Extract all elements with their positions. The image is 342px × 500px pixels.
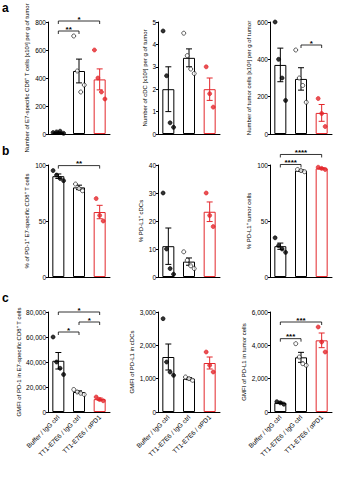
svg-text:400: 400 xyxy=(257,56,268,63)
svg-text:200: 200 xyxy=(35,103,46,110)
svg-text:*: * xyxy=(88,316,92,325)
svg-text:4,000: 4,000 xyxy=(252,342,269,349)
svg-text:****: **** xyxy=(295,148,308,157)
svg-text:a: a xyxy=(2,1,9,15)
svg-text:600: 600 xyxy=(35,47,46,54)
svg-text:Number of E7-specific CD8⁺ T c: Number of E7-specific CD8⁺ T cells [x10³… xyxy=(24,3,30,152)
svg-text:% PD-L1⁺ cDCs: % PD-L1⁺ cDCs xyxy=(138,200,144,242)
svg-text:Number of cDC [x10³] per g of: Number of cDC [x10³] per g of tumor xyxy=(142,29,148,126)
svg-text:50: 50 xyxy=(39,218,47,225)
svg-text:5: 5 xyxy=(152,19,156,26)
svg-text:20,000: 20,000 xyxy=(26,384,46,391)
svg-text:TT1-E7E6 / IgG ctrl: TT1-E7E6 / IgG ctrl xyxy=(259,413,304,458)
svg-text:0: 0 xyxy=(264,409,268,416)
svg-text:GMFI of PD-L1 in tumor cells: GMFI of PD-L1 in tumor cells xyxy=(241,323,247,400)
svg-text:60,000: 60,000 xyxy=(26,334,46,341)
svg-text:TT1-E7E6 / IgG ctrl: TT1-E7E6 / IgG ctrl xyxy=(147,413,192,458)
svg-text:Buffer / IgG ctrl: Buffer / IgG ctrl xyxy=(135,414,171,450)
svg-text:**: ** xyxy=(76,159,83,168)
svg-text:80,000: 80,000 xyxy=(26,309,46,316)
svg-text:600: 600 xyxy=(257,19,268,26)
svg-text:Buffer / IgG ctrl: Buffer / IgG ctrl xyxy=(25,414,61,450)
svg-text:2,000: 2,000 xyxy=(252,375,269,382)
svg-text:% PD-L1⁺ tumor cells: % PD-L1⁺ tumor cells xyxy=(246,193,252,250)
svg-text:3: 3 xyxy=(152,63,156,70)
svg-text:GMFI of PD-1 in E7-specific CD: GMFI of PD-1 in E7-specific CD8⁺ T cells xyxy=(16,308,22,417)
svg-text:200: 200 xyxy=(257,93,268,100)
svg-text:2,000: 2,000 xyxy=(140,342,157,349)
svg-text:40,000: 40,000 xyxy=(26,359,46,366)
svg-text:10: 10 xyxy=(149,246,157,253)
svg-text:TT1-E7E6 / αPD1: TT1-E7E6 / αPD1 xyxy=(61,413,103,455)
svg-text:Buffer / IgG ctrl: Buffer / IgG ctrl xyxy=(247,414,283,450)
svg-text:0: 0 xyxy=(42,274,46,281)
svg-text:0: 0 xyxy=(152,274,156,281)
svg-text:2: 2 xyxy=(152,86,156,93)
svg-text:20: 20 xyxy=(149,218,157,225)
svg-text:***: *** xyxy=(286,332,296,341)
svg-text:0: 0 xyxy=(152,131,156,138)
svg-text:0: 0 xyxy=(42,131,46,138)
svg-text:****: **** xyxy=(284,158,297,167)
svg-text:30: 30 xyxy=(149,190,157,197)
svg-text:0: 0 xyxy=(42,409,46,416)
svg-text:GMFI of PD-L1 in cDCs: GMFI of PD-L1 in cDCs xyxy=(129,330,135,393)
svg-text:50: 50 xyxy=(261,218,269,225)
svg-text:4: 4 xyxy=(152,41,156,48)
svg-text:40: 40 xyxy=(149,162,157,169)
svg-text:100: 100 xyxy=(257,162,268,169)
svg-text:3,000: 3,000 xyxy=(140,309,157,316)
svg-text:400: 400 xyxy=(35,75,46,82)
svg-text:TT1-E7E6 / αPD1: TT1-E7E6 / αPD1 xyxy=(171,413,213,455)
svg-text:b: b xyxy=(2,144,9,158)
svg-text:6,000: 6,000 xyxy=(252,309,269,316)
svg-text:TT1-E7E6 / αPD1: TT1-E7E6 / αPD1 xyxy=(283,413,325,455)
svg-text:Number of tumor cells [x10³] p: Number of tumor cells [x10³] per g of tu… xyxy=(246,21,252,135)
svg-text:0: 0 xyxy=(264,131,268,138)
svg-text:800: 800 xyxy=(35,19,46,26)
svg-text:0: 0 xyxy=(264,274,268,281)
svg-text:c: c xyxy=(2,291,9,305)
svg-text:1: 1 xyxy=(152,108,156,115)
svg-text:***: *** xyxy=(296,316,306,325)
svg-text:*: * xyxy=(77,306,81,315)
svg-text:*: * xyxy=(77,15,81,24)
svg-text:*: * xyxy=(310,39,314,48)
svg-text:0: 0 xyxy=(152,409,156,416)
svg-text:**: ** xyxy=(66,25,73,34)
svg-text:% of PD-1⁺ E7-specific CD8⁺ T: % of PD-1⁺ E7-specific CD8⁺ T cells xyxy=(24,174,30,269)
svg-text:1,000: 1,000 xyxy=(140,375,157,382)
svg-text:*: * xyxy=(67,326,71,335)
svg-text:TT1-E7E6 / IgG ctrl: TT1-E7E6 / IgG ctrl xyxy=(37,413,82,458)
svg-text:100: 100 xyxy=(35,162,46,169)
